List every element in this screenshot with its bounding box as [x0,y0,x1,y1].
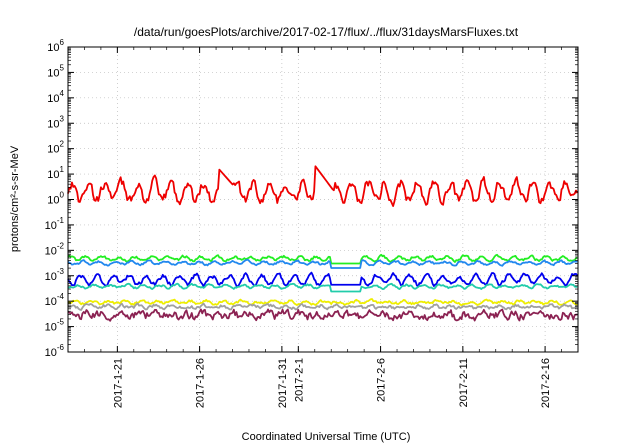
y-tick-label: 10-4 [45,292,65,308]
y-axis-label: protons/cm²-s-sr-MeV [9,145,21,252]
series-line [67,282,578,293]
y-tick-label: 103 [47,114,64,130]
x-tick-label: 2017-2-11 [458,358,470,407]
y-tick-label: 101 [47,165,64,181]
y-tick-label: 106 [47,38,64,54]
x-tick-label: 2017-2-1 [293,358,305,402]
y-tick-label: 104 [47,89,64,105]
series-group [67,165,579,322]
series-line [67,258,578,269]
series-line [67,298,578,307]
y-tick-label: 10-3 [45,267,65,283]
series-line [67,302,578,311]
y-tick-label: 10-5 [45,318,65,334]
y-tick-label: 105 [47,63,64,79]
series-line [67,253,578,265]
x-axis-label: Coordinated Universal Time (UTC) [242,431,411,443]
grid [68,47,578,352]
x-tick-label: 2017-1-21 [112,358,124,408]
y-axis: 10-6 10-5 10-4 10-3 10-2 10-1 100 101 102 103 104 1… [45,38,578,359]
x-tick-label: 2017-2-6 [376,358,388,402]
y-tick-label: 10-6 [45,343,65,359]
y-tick-label: 102 [47,140,64,156]
y-tick-label: 10-2 [45,241,65,257]
y-tick-label: 100 [47,191,64,207]
series-line [67,308,578,322]
x-tick-label: 2017-2-16 [540,358,552,408]
x-tick-label: 2017-1-31 [277,358,289,408]
series-line [67,165,579,207]
chart-title: /data/run/goesPlots/archive/2017-02-17/f… [134,25,519,39]
x-tick-label: 2017-1-26 [195,358,207,408]
series-line [67,271,579,288]
y-tick-label: 10-1 [45,216,65,232]
x-axis: 2017-1-21 2017-1-26 2017-1-31 2017-2-1 2017-… [84,47,562,408]
